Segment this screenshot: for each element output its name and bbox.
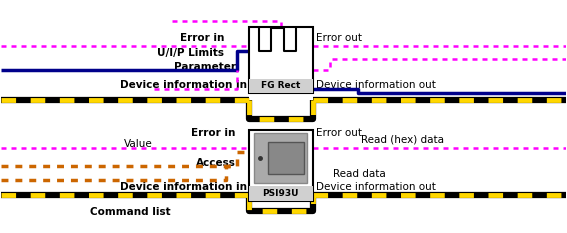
Text: Device information in: Device information in <box>120 182 247 192</box>
Text: Device information in: Device information in <box>120 80 247 90</box>
Text: Value: Value <box>124 139 153 149</box>
Bar <box>248 130 313 201</box>
Bar <box>254 133 307 183</box>
Bar <box>248 185 313 201</box>
Text: PSI93U: PSI93U <box>263 188 299 198</box>
Text: Parameter: Parameter <box>174 62 235 72</box>
Text: FG Rect: FG Rect <box>261 82 301 90</box>
Text: Device information out: Device information out <box>316 80 435 90</box>
Text: Error in: Error in <box>180 33 225 43</box>
Text: Error out: Error out <box>316 128 362 138</box>
Bar <box>268 142 304 174</box>
Text: Error out: Error out <box>316 33 362 43</box>
Text: Command list: Command list <box>90 207 171 217</box>
Text: Error in: Error in <box>191 128 235 138</box>
Bar <box>248 79 313 93</box>
Bar <box>248 27 313 93</box>
Text: U/I/P Limits: U/I/P Limits <box>157 48 225 58</box>
Text: Read (hex) data: Read (hex) data <box>361 134 444 144</box>
Text: Read data: Read data <box>333 169 386 179</box>
Text: Access: Access <box>196 158 235 168</box>
Text: Device information out: Device information out <box>316 182 435 192</box>
